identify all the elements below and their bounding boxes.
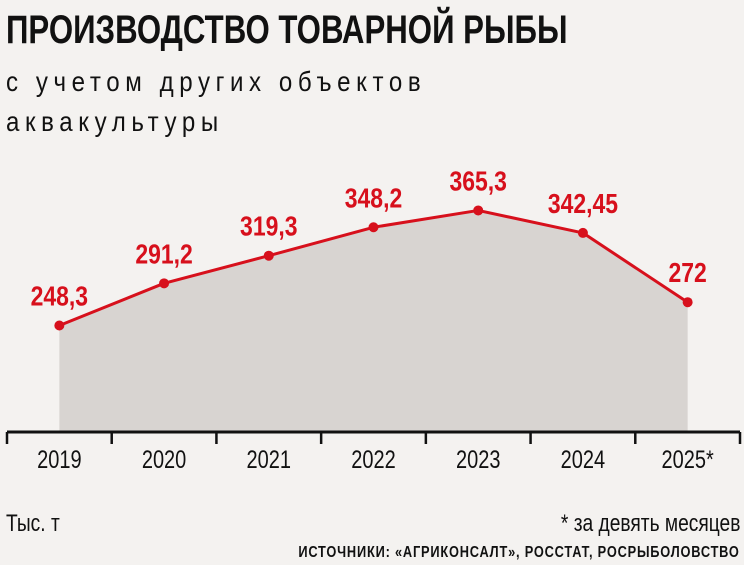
source-note: ИСТОЧНИКИ: «АГРИКОНСАЛТ», РОССТАТ, РОСРЫ… (298, 544, 740, 561)
data-label: 248,3 (31, 281, 88, 312)
area-fill (59, 210, 688, 432)
data-point (263, 250, 274, 261)
data-point (473, 205, 484, 216)
data-point (159, 278, 170, 289)
data-label: 342,45 (548, 189, 618, 220)
data-label: 291,2 (135, 239, 192, 270)
x-tick-label: 2024 (561, 446, 605, 474)
data-label: 319,3 (240, 212, 297, 243)
data-label: 272 (668, 258, 706, 289)
x-tick-label: 2020 (142, 446, 186, 474)
footnote: * за девять месяцев (560, 510, 740, 537)
data-point (368, 222, 379, 233)
data-point (54, 320, 65, 331)
unit-label: Тыс. т (6, 510, 60, 537)
chart-title: ПРОИЗВОДСТВО ТОВАРНОЙ РЫБЫ (6, 8, 568, 52)
x-tick-label: 2025* (662, 446, 714, 474)
x-tick-label: 2022 (351, 446, 395, 474)
x-tick-label: 2019 (37, 446, 81, 474)
x-tick-label: 2023 (456, 446, 500, 474)
data-point (682, 297, 693, 308)
x-tick-label: 2021 (247, 446, 291, 474)
chart-subtitle: с учетом других объектов аквакультуры (6, 66, 427, 137)
data-label: 365,3 (449, 166, 506, 197)
data-label: 348,2 (345, 183, 402, 214)
data-point (577, 227, 588, 238)
